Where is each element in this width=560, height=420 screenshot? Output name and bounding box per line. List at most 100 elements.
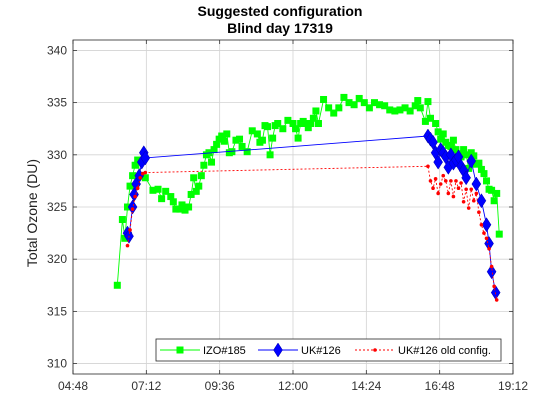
data-point [486,264,497,280]
x-tick-label: 09:36 [205,379,235,393]
data-point [118,216,126,224]
data-point [461,170,471,186]
data-point [494,298,499,302]
y-tick-label: 330 [47,148,67,162]
data-point [128,228,132,232]
data-point [439,130,447,138]
data-point [365,104,373,112]
x-tick-label: 07:12 [131,379,161,393]
data-point [190,174,198,182]
data-point [461,199,466,204]
legend: IZO#185 UK#126 UK#126 old config. [155,338,502,362]
data-point [479,222,484,227]
data-point [471,198,476,203]
data-point [143,170,148,175]
data-point [113,281,121,289]
data-point [454,179,458,183]
data-point [294,134,302,142]
data-point [200,161,208,169]
data-point [481,217,492,233]
data-point [469,187,474,192]
data-point [135,186,140,191]
data-point [428,179,433,183]
data-point [269,134,277,142]
data-point [436,191,440,196]
data-point [433,177,438,181]
data-point [487,246,491,251]
legend-label: UK#126 [301,345,341,357]
y-tick-label: 310 [47,357,67,371]
data-point [292,125,300,133]
chart-title: Suggested configuration [197,3,363,19]
data-point [495,230,503,238]
data-point [427,114,434,122]
data-point [459,181,463,185]
data-point [330,109,338,117]
data-point [477,210,481,215]
data-point [443,179,448,183]
data-point [438,182,443,186]
y-tick-label: 320 [47,252,67,266]
series-0 [113,93,503,289]
x-tick-label: 04:48 [58,379,88,393]
data-point [483,177,491,185]
data-point [185,203,193,211]
data-point [253,130,261,138]
data-point [140,150,151,166]
data-point [406,107,414,115]
data-point [236,135,244,143]
legend-label: IZO#185 [203,345,246,357]
data-point [492,284,496,289]
data-point [474,191,479,196]
y-tick-label: 325 [47,200,67,214]
data-point [480,170,488,178]
data-point [431,186,435,191]
data-point [309,114,317,122]
data-point [197,172,205,180]
data-point [335,104,343,112]
data-point [158,195,166,203]
data-point [416,104,424,112]
series-2 [125,164,499,302]
y-tick-label: 340 [47,43,67,57]
data-point [169,198,177,206]
x-tick-label: 12:00 [278,379,308,393]
data-point [133,194,137,199]
data-point [195,182,203,190]
data-point [360,99,368,107]
data-point [381,102,389,110]
axes-frame [72,39,514,375]
data-point [466,153,477,169]
data-point [489,264,494,269]
data-point [493,189,501,197]
data-point [138,175,143,180]
data-point [208,158,216,166]
data-point [476,193,487,209]
data-point [127,199,138,215]
data-point [312,107,320,115]
x-tick-label: 14:24 [351,379,381,393]
data-point [130,207,135,211]
data-point [466,206,471,210]
data-point [449,136,457,144]
data-point [414,97,422,105]
data-point [449,179,453,183]
data-point [238,142,246,150]
data-point [355,94,363,102]
legend-marker [176,346,184,354]
data-point [279,125,287,133]
legend-label: UK#126 old config. [398,345,491,357]
x-tick-label: 16:48 [425,379,455,393]
data-point [314,120,322,127]
data-point [274,120,282,127]
data-point [426,164,430,169]
data-point [320,95,328,103]
data-point [223,130,231,138]
data-point [433,154,443,170]
data-point [340,93,348,101]
data-point [446,191,451,196]
series-1 [122,128,501,301]
chart-subtitle: Blind day 17319 [227,20,333,36]
data-point [432,120,440,127]
